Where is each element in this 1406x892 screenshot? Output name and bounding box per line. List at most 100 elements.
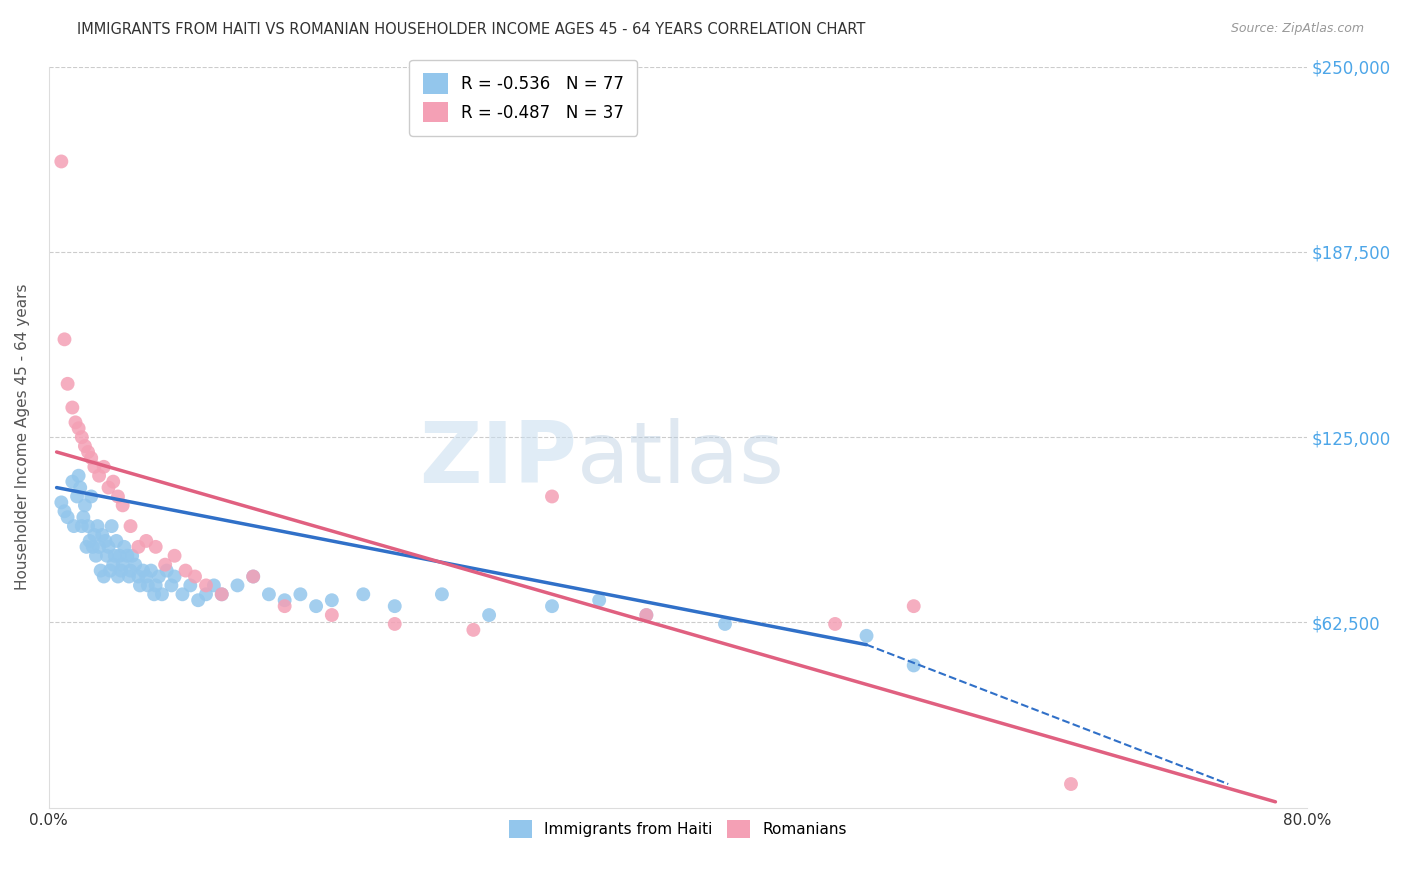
Point [384, 616, 406, 631]
Point [290, 587, 312, 601]
Point [226, 578, 249, 592]
Point [87, 540, 110, 554]
Point [430, 587, 453, 601]
Point [51, 495, 73, 509]
Point [145, 578, 167, 592]
Point [117, 549, 139, 563]
Point [242, 569, 264, 583]
Point [156, 564, 179, 578]
Point [163, 549, 186, 563]
Point [77, 519, 100, 533]
Point [56, 510, 79, 524]
Point [242, 569, 264, 583]
Point [541, 599, 564, 614]
Point [127, 569, 149, 583]
Point [257, 587, 280, 601]
Point [73, 499, 96, 513]
Point [903, 658, 925, 673]
Point [111, 558, 134, 572]
Point [67, 468, 90, 483]
Point [588, 593, 610, 607]
Point [53, 504, 76, 518]
Point [145, 540, 167, 554]
Point [63, 519, 86, 533]
Point [86, 519, 108, 533]
Point [104, 549, 127, 563]
Point [187, 593, 209, 607]
Point [72, 510, 94, 524]
Point [135, 533, 157, 548]
Point [96, 549, 118, 563]
Point [97, 481, 120, 495]
Point [100, 519, 122, 533]
Text: Source: ZipAtlas.com: Source: ZipAtlas.com [1230, 22, 1364, 36]
Point [83, 459, 105, 474]
Point [321, 593, 343, 607]
Point [65, 415, 87, 429]
Point [70, 430, 93, 444]
Text: atlas: atlas [578, 418, 785, 501]
Point [824, 616, 846, 631]
Point [80, 450, 103, 465]
Point [98, 564, 121, 578]
Point [148, 569, 170, 583]
Point [855, 629, 877, 643]
Point [107, 569, 129, 583]
Point [541, 490, 564, 504]
Point [211, 587, 233, 601]
Point [51, 154, 73, 169]
Point [110, 564, 132, 578]
Point [84, 549, 107, 563]
Point [120, 564, 142, 578]
Point [103, 475, 125, 489]
Point [60, 401, 83, 415]
Point [273, 593, 295, 607]
Point [56, 376, 79, 391]
Text: ZIP: ZIP [419, 418, 578, 501]
Point [91, 528, 114, 542]
Point [132, 564, 155, 578]
Point [93, 459, 115, 474]
Point [121, 549, 143, 563]
Point [143, 587, 166, 601]
Y-axis label: Householder Income Ages 45 - 64 years: Householder Income Ages 45 - 64 years [15, 284, 30, 591]
Point [636, 608, 658, 623]
Point [83, 528, 105, 542]
Point [118, 569, 141, 583]
Point [273, 599, 295, 614]
Point [112, 540, 135, 554]
Point [174, 564, 197, 578]
Point [172, 587, 194, 601]
Point [105, 533, 128, 548]
Point [53, 332, 76, 346]
Point [76, 540, 98, 554]
Point [139, 564, 162, 578]
Point [195, 587, 218, 601]
Point [129, 578, 152, 592]
Point [184, 569, 207, 583]
Point [202, 578, 225, 592]
Point [87, 468, 110, 483]
Point [321, 608, 343, 623]
Text: IMMIGRANTS FROM HAITI VS ROMANIAN HOUSEHOLDER INCOME AGES 45 - 64 YEARS CORRELAT: IMMIGRANTS FROM HAITI VS ROMANIAN HOUSEH… [77, 22, 866, 37]
Point [66, 490, 89, 504]
Point [153, 558, 176, 572]
Point [79, 533, 101, 548]
Point [305, 599, 328, 614]
Point [93, 569, 115, 583]
Point [160, 578, 183, 592]
Point [120, 519, 142, 533]
Point [70, 519, 93, 533]
Legend: Immigrants from Haiti, Romanians: Immigrants from Haiti, Romanians [502, 814, 853, 845]
Point [82, 540, 104, 554]
Point [211, 587, 233, 601]
Point [103, 558, 125, 572]
Point [135, 569, 157, 583]
Point [352, 587, 374, 601]
Point [69, 481, 91, 495]
Point [636, 608, 658, 623]
Point [150, 587, 173, 601]
Point [127, 540, 149, 554]
Point [384, 599, 406, 614]
Point [136, 578, 159, 592]
